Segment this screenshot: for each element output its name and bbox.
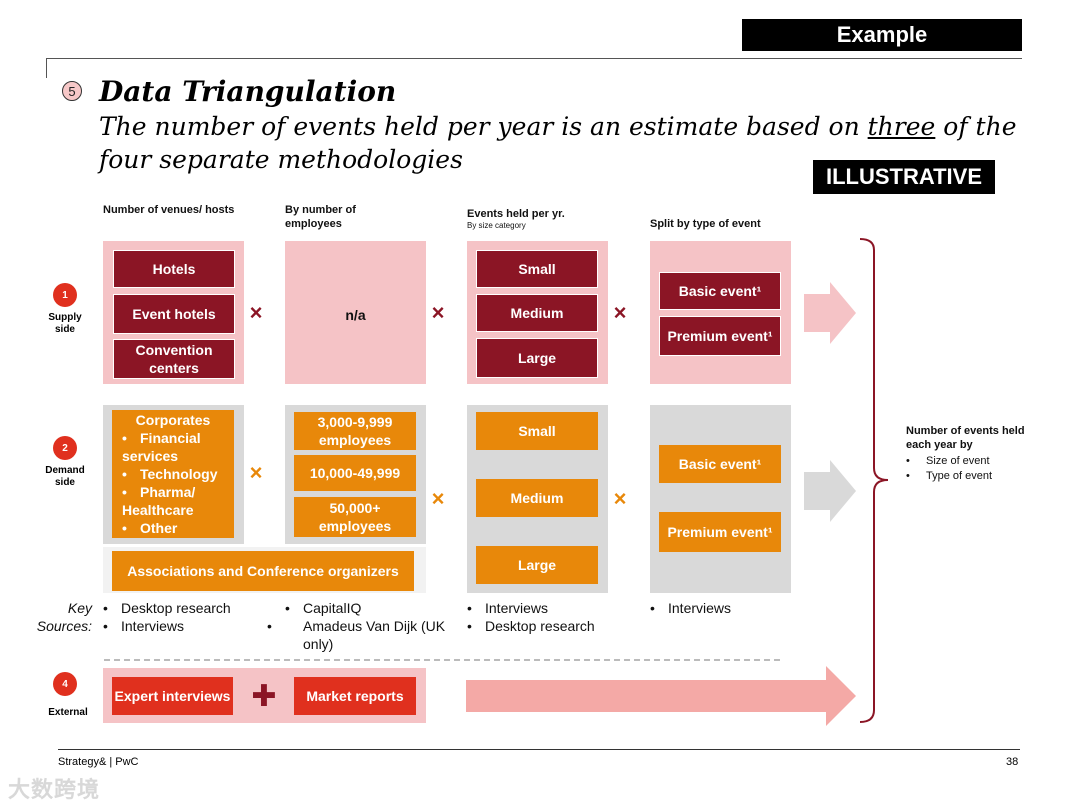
row-label-supply: Supply side: [48, 312, 82, 335]
external-arrow-icon: [466, 666, 856, 726]
supply-employees-na: n/a: [345, 307, 366, 323]
supply-venue-hotels: Hotels: [113, 250, 235, 288]
result-block: Number of events held each year by Size …: [906, 424, 1046, 484]
key-source-item: CapitalIQ: [285, 599, 455, 617]
result-list: Size of event Type of event: [906, 454, 1046, 484]
dashed-divider: [104, 659, 780, 661]
key-source-item: Desktop research: [467, 617, 637, 635]
supply-type-premium: Premium event¹: [659, 316, 781, 356]
supply-venue-event-hotels: Event hotels: [113, 294, 235, 334]
result-title: Number of events held each year by: [906, 425, 1025, 451]
plus-icon: ✚: [251, 679, 277, 713]
column-header-venues: Number of venues/ hosts: [103, 204, 235, 216]
demand-associations-box: Associations and Conference organizers: [112, 551, 414, 591]
external-market-reports: Market reports: [294, 677, 416, 715]
footer-divider: [58, 749, 1020, 750]
subtitle-emphasis: three: [867, 112, 936, 141]
column-subheader-events: By size category: [467, 221, 526, 230]
supply-type-basic: Basic event¹: [659, 272, 781, 310]
demand-multiply-icon-3: ×: [613, 486, 627, 511]
demand-size-large: Large: [476, 546, 598, 584]
header-divider-tick: [46, 58, 47, 78]
result-item: Type of event: [906, 469, 1046, 484]
demand-multiply-icon-1: ×: [249, 460, 263, 485]
demand-corporate-item: Financial services: [122, 429, 234, 465]
illustrative-badge: ILLUSTRATIVE: [813, 160, 995, 194]
page-number: 38: [1006, 756, 1019, 768]
row-badge-demand: 2: [53, 436, 77, 460]
result-item: Size of event: [906, 454, 1046, 469]
demand-type-premium: Premium event¹: [659, 512, 781, 552]
page-subtitle: The number of events held per year is an…: [99, 112, 1017, 174]
demand-size-small: Small: [476, 412, 598, 450]
column-header-events: Events held per yr. By size category: [467, 207, 617, 231]
key-sources-label: Key Sources:: [36, 600, 92, 634]
demand-arrow-icon: [804, 460, 856, 522]
key-source-item: Interviews: [103, 617, 273, 635]
supply-multiply-icon-2: ×: [431, 300, 445, 325]
demand-employees-10000: 10,000-49,999: [294, 455, 416, 491]
watermark: 大数跨境: [8, 777, 101, 802]
key-source-item: Interviews: [650, 599, 790, 617]
demand-types-panel: [650, 405, 791, 593]
supply-multiply-icon-1: ×: [249, 300, 263, 325]
demand-corporate-item: Pharma/ Healthcare: [122, 483, 234, 519]
row-label-external: External: [48, 707, 88, 718]
row-badge-supply: 1: [53, 283, 77, 307]
footer-source: Strategy& | PwC: [58, 756, 139, 768]
header-divider: [46, 58, 1022, 59]
demand-corporates-list: Financial services Technology Pharma/ He…: [122, 429, 234, 537]
demand-employees-3000: 3,000-9,999 employees: [294, 412, 416, 450]
demand-corporate-item: Technology: [122, 465, 234, 483]
demand-corporate-item: Other: [122, 519, 234, 537]
key-sources-col4: Interviews: [650, 599, 790, 617]
supply-types-panel: [650, 241, 791, 384]
step-number-badge: 5: [62, 81, 82, 101]
demand-size-medium: Medium: [476, 479, 598, 517]
supply-multiply-icon-3: ×: [613, 300, 627, 325]
supply-arrow-icon: [804, 282, 856, 344]
key-source-item: Interviews: [467, 599, 637, 617]
page-title: Data Triangulation: [99, 75, 397, 108]
column-header-employees: By number of employees: [285, 204, 356, 230]
demand-corporates-box: Corporates Financial services Technology…: [112, 410, 234, 538]
demand-multiply-icon-2: ×: [431, 486, 445, 511]
row-label-demand: Demand side: [45, 465, 85, 488]
demand-corporates-title: Corporates: [135, 412, 211, 428]
key-source-item: Desktop research: [103, 599, 273, 617]
key-sources-col3: Interviews Desktop research: [467, 599, 637, 635]
column-header-types: Split by type of event: [650, 218, 761, 230]
example-badge: Example: [742, 19, 1022, 51]
external-expert-interviews: Expert interviews: [112, 677, 233, 715]
bracket-icon: [859, 238, 889, 723]
key-sources-col2: CapitalIQ Amadeus Van Dijk (UK only): [285, 599, 455, 653]
supply-venue-convention-centers: Convention centers: [113, 339, 235, 379]
demand-employees-50000: 50,000+ employees: [294, 497, 416, 537]
key-sources-col1: Desktop research Interviews: [103, 599, 273, 635]
row-badge-external: 4: [53, 672, 77, 696]
supply-size-small: Small: [476, 250, 598, 288]
demand-type-basic: Basic event¹: [659, 445, 781, 483]
supply-size-medium: Medium: [476, 294, 598, 332]
key-source-item: Amadeus Van Dijk (UK only): [285, 617, 455, 653]
supply-size-large: Large: [476, 338, 598, 378]
supply-employees-panel: [285, 241, 426, 384]
